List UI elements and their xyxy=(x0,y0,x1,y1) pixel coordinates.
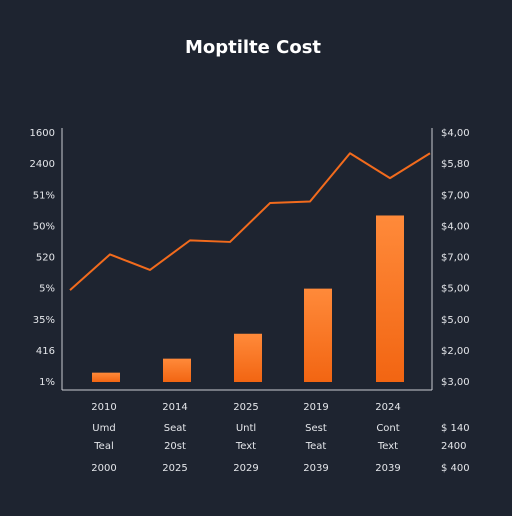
x-tick-label: 2024 xyxy=(375,402,400,413)
sub-label: 20st xyxy=(164,441,186,452)
footer-label: $ 400 xyxy=(441,463,470,474)
x-tick-label: 2025 xyxy=(233,402,258,413)
y-tick-label: 1% xyxy=(39,377,55,388)
y2-tick-label: $7,00 xyxy=(441,190,470,201)
chart-title: Moptilte Cost xyxy=(185,37,321,58)
y2-tick-label: $4,00 xyxy=(441,221,470,232)
sub-label: 2025 xyxy=(162,463,187,474)
y-tick-label: 35% xyxy=(33,315,55,326)
y2-tick-label: $5,80 xyxy=(441,159,470,170)
line xyxy=(69,152,431,291)
x-tick-label: 2019 xyxy=(303,402,328,413)
bar xyxy=(163,358,191,382)
y2-tick-label: $5,00 xyxy=(441,315,470,326)
bar xyxy=(376,215,404,382)
x-tick-label: 2010 xyxy=(91,402,116,413)
y-tick-label: 5% xyxy=(39,284,55,295)
y2-tick-label: $2,00 xyxy=(441,346,470,357)
bar xyxy=(234,333,262,382)
y-tick-label: 50% xyxy=(33,221,55,232)
sub-label: Umd xyxy=(92,423,115,434)
footer-label: $ 140 xyxy=(441,423,470,434)
y-tick-label: 520 xyxy=(36,253,55,264)
bar xyxy=(92,372,120,382)
sub-label: Cont xyxy=(376,423,399,434)
y2-tick-label: $4,00 xyxy=(441,128,470,139)
sub-label: 2000 xyxy=(91,463,116,474)
x-tick-label: 2014 xyxy=(162,402,187,413)
sub-label: Untl xyxy=(236,423,256,434)
y-tick-label: 1600 xyxy=(30,128,55,139)
sub-label: Text xyxy=(235,441,256,452)
bar xyxy=(304,288,332,382)
sub-label: Seat xyxy=(164,423,187,434)
sub-label: 2029 xyxy=(233,463,258,474)
footer-label: 2400 xyxy=(441,441,466,452)
sub-label: Teat xyxy=(305,441,327,452)
sub-label: 2039 xyxy=(375,463,400,474)
y-tick-label: 51% xyxy=(33,190,55,201)
y2-tick-label: $3,00 xyxy=(441,377,470,388)
sub-label: Sest xyxy=(305,423,327,434)
sub-label: Teal xyxy=(93,441,113,452)
y2-tick-label: $7,00 xyxy=(441,253,470,264)
y-tick-label: 416 xyxy=(36,346,55,357)
sub-label: 2039 xyxy=(303,463,328,474)
sub-label: Text xyxy=(377,441,398,452)
y2-tick-label: $5,00 xyxy=(441,284,470,295)
y-tick-label: 2400 xyxy=(30,159,55,170)
